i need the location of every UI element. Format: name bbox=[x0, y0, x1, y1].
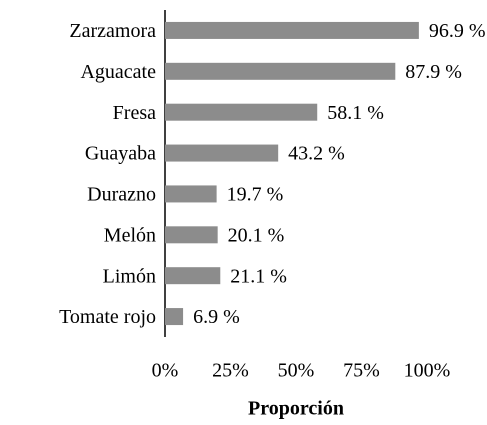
bar bbox=[165, 144, 279, 162]
y-tick-label: Durazno bbox=[87, 184, 156, 206]
y-tick-label: Fresa bbox=[113, 102, 156, 124]
x-tick-label: 25% bbox=[212, 360, 249, 382]
bar bbox=[165, 308, 184, 326]
data-label: 87.9 % bbox=[405, 61, 462, 83]
data-label: 21.1 % bbox=[230, 265, 287, 287]
bar bbox=[165, 226, 218, 244]
data-label: 6.9 % bbox=[193, 306, 240, 328]
y-tick-label: Aguacate bbox=[80, 61, 156, 83]
x-tick-label: 100% bbox=[404, 360, 451, 382]
x-tick-label: 0% bbox=[152, 360, 179, 382]
data-label: 20.1 % bbox=[228, 224, 285, 246]
y-tick-label: Guayaba bbox=[85, 143, 156, 165]
bar bbox=[165, 103, 318, 121]
y-tick-label: Melón bbox=[104, 224, 156, 246]
x-tick-label: 50% bbox=[278, 360, 315, 382]
x-axis-label: Proporción bbox=[248, 398, 344, 420]
bar bbox=[165, 267, 221, 285]
bar bbox=[165, 185, 217, 203]
y-tick-label: Limón bbox=[103, 265, 156, 287]
data-label: 19.7 % bbox=[227, 184, 284, 206]
data-label: 58.1 % bbox=[327, 102, 384, 124]
y-tick-label: Tomate rojo bbox=[59, 306, 156, 328]
x-tick-label: 75% bbox=[343, 360, 380, 382]
data-label: 96.9 % bbox=[429, 20, 486, 42]
bar bbox=[165, 21, 419, 39]
y-tick-label: Zarzamora bbox=[69, 20, 156, 42]
data-label: 43.2 % bbox=[288, 143, 345, 165]
bar bbox=[165, 62, 396, 80]
